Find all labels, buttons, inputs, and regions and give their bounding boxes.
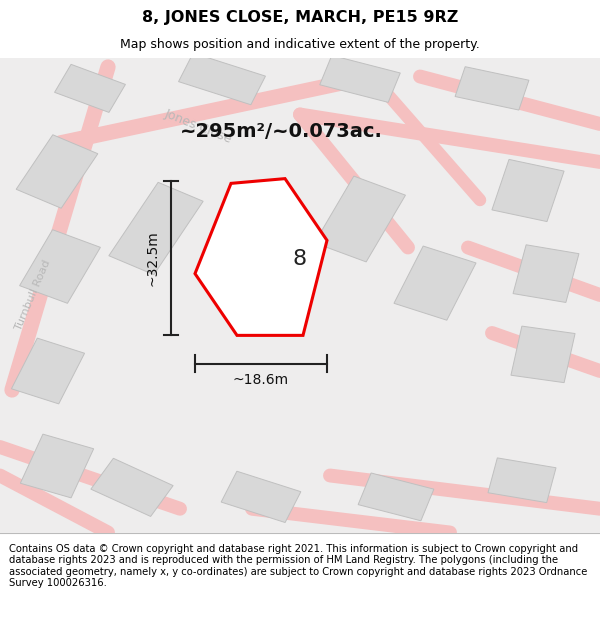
Polygon shape xyxy=(20,229,100,303)
Polygon shape xyxy=(394,246,476,320)
Polygon shape xyxy=(511,326,575,382)
Text: ~295m²/~0.073ac.: ~295m²/~0.073ac. xyxy=(180,122,383,141)
Text: Contains OS data © Crown copyright and database right 2021. This information is : Contains OS data © Crown copyright and d… xyxy=(9,544,587,588)
Polygon shape xyxy=(488,458,556,503)
Text: Jones Close: Jones Close xyxy=(163,107,233,146)
Polygon shape xyxy=(55,64,125,112)
Text: Map shows position and indicative extent of the property.: Map shows position and indicative extent… xyxy=(120,38,480,51)
Text: ~32.5m: ~32.5m xyxy=(146,230,160,286)
Polygon shape xyxy=(179,53,265,105)
Polygon shape xyxy=(320,56,400,102)
Text: 8, JONES CLOSE, MARCH, PE15 9RZ: 8, JONES CLOSE, MARCH, PE15 9RZ xyxy=(142,10,458,25)
Polygon shape xyxy=(221,471,301,522)
Polygon shape xyxy=(91,458,173,516)
Text: 8: 8 xyxy=(293,249,307,269)
Polygon shape xyxy=(16,135,98,208)
Polygon shape xyxy=(20,434,94,498)
Polygon shape xyxy=(358,473,434,521)
Polygon shape xyxy=(492,159,564,222)
Polygon shape xyxy=(513,245,579,302)
Text: ~18.6m: ~18.6m xyxy=(233,374,289,388)
Text: Turnbull Road: Turnbull Road xyxy=(14,258,52,332)
Polygon shape xyxy=(109,182,203,274)
Polygon shape xyxy=(195,179,327,336)
Polygon shape xyxy=(314,176,406,262)
Polygon shape xyxy=(455,67,529,110)
Polygon shape xyxy=(11,338,85,404)
